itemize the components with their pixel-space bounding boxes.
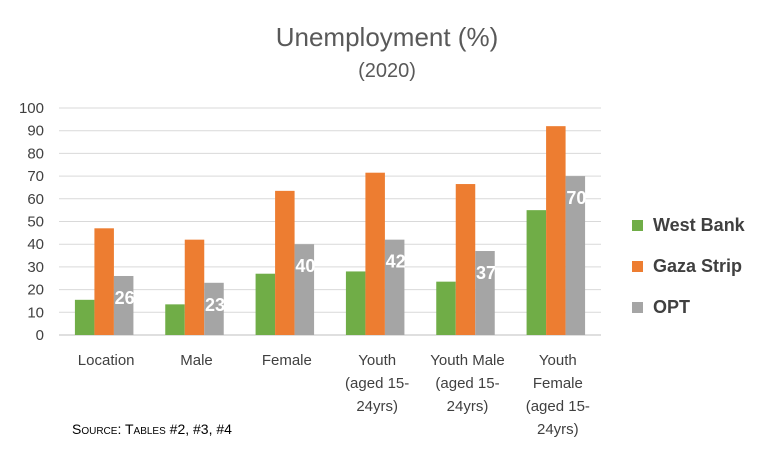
bar-west-bank bbox=[165, 304, 185, 335]
y-tick-label: 80 bbox=[27, 145, 44, 162]
bar-west-bank bbox=[526, 210, 547, 335]
x-category-label: Female bbox=[533, 375, 583, 392]
x-category-label: Youth bbox=[358, 352, 396, 369]
data-label: 40 bbox=[295, 256, 315, 276]
y-tick-label: 10 bbox=[27, 304, 44, 321]
y-tick-label: 20 bbox=[27, 282, 44, 299]
legend-swatch bbox=[632, 261, 643, 272]
bars-group: 26 23 40 42 37 70 bbox=[74, 126, 586, 335]
chart-subtitle: (2020) bbox=[358, 60, 416, 82]
legend-label: OPT bbox=[653, 297, 690, 317]
bar-gaza-strip bbox=[184, 239, 205, 335]
gridlines bbox=[59, 107, 601, 336]
bar-gaza-strip bbox=[365, 172, 385, 335]
data-label: 26 bbox=[115, 288, 135, 308]
bar-gaza-strip bbox=[455, 184, 476, 335]
x-axis: Location Male Female Youth (aged 15- 24yrs) Yo… bbox=[78, 352, 590, 438]
y-tick-label: 40 bbox=[27, 236, 44, 253]
data-label: 42 bbox=[386, 252, 406, 272]
bar-opt bbox=[113, 275, 134, 335]
x-category-label: 24yrs) bbox=[447, 398, 489, 415]
y-tick-label: 30 bbox=[27, 259, 44, 276]
x-category-label: (aged 15- bbox=[435, 375, 499, 392]
bar-gaza-strip bbox=[546, 126, 566, 335]
chart-title: Unemployment (%) bbox=[276, 22, 499, 52]
data-label: 37 bbox=[476, 263, 496, 283]
bar-opt bbox=[294, 244, 315, 335]
x-category-label: (aged 15- bbox=[345, 375, 409, 392]
data-label: 23 bbox=[205, 295, 225, 315]
y-tick-label: 90 bbox=[27, 123, 44, 140]
bar-west-bank bbox=[255, 273, 276, 335]
y-tick-label: 70 bbox=[27, 168, 44, 185]
source-note: Source: Tables #2, #3, #4 bbox=[72, 421, 232, 437]
bar-opt bbox=[565, 176, 586, 335]
y-tick-label: 0 bbox=[36, 327, 44, 344]
bar-opt bbox=[475, 251, 495, 335]
x-category-label: Youth bbox=[539, 352, 577, 369]
bar-opt bbox=[204, 282, 224, 335]
x-category-label: Female bbox=[262, 352, 312, 369]
x-category-label: Male bbox=[180, 352, 213, 369]
legend: West Bank Gaza Strip OPT bbox=[632, 215, 746, 317]
x-category-label: 24yrs) bbox=[356, 398, 398, 415]
y-tick-label: 50 bbox=[27, 214, 44, 231]
y-axis: 0 10 20 30 40 50 60 70 80 90 100 bbox=[19, 100, 44, 344]
y-tick-label: 60 bbox=[27, 191, 44, 208]
bar-west-bank bbox=[436, 281, 456, 335]
y-tick-label: 100 bbox=[19, 100, 44, 117]
x-category-label: 24yrs) bbox=[537, 421, 579, 438]
bar-opt bbox=[384, 239, 405, 335]
data-label: 70 bbox=[566, 188, 586, 208]
x-category-label: Location bbox=[78, 352, 135, 369]
legend-swatch bbox=[632, 220, 643, 231]
x-category-label: Youth Male bbox=[430, 352, 505, 369]
bar-gaza-strip bbox=[94, 228, 114, 335]
legend-label: West Bank bbox=[653, 215, 746, 235]
x-category-label: (aged 15- bbox=[526, 398, 590, 415]
bar-west-bank bbox=[345, 271, 366, 335]
bar-west-bank bbox=[74, 299, 95, 335]
legend-swatch bbox=[632, 302, 643, 313]
legend-label: Gaza Strip bbox=[653, 256, 742, 276]
bar-gaza-strip bbox=[275, 190, 295, 335]
